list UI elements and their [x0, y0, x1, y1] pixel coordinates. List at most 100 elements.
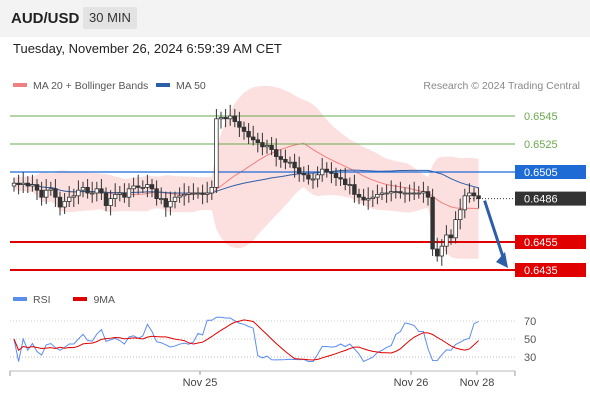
candle-body — [71, 195, 76, 198]
rsi-ma-swatch — [73, 297, 88, 302]
candle-body — [99, 188, 104, 194]
candle-body — [388, 191, 394, 194]
candle-body — [246, 130, 251, 138]
candle-body — [223, 117, 228, 120]
candle-body — [168, 200, 173, 208]
legend-ma50: MA 50 — [156, 80, 206, 92]
candle-body — [329, 171, 334, 174]
candle-body — [315, 174, 320, 180]
candle-body — [310, 178, 316, 181]
candle-body — [62, 200, 67, 208]
rsi-ma-line — [13, 319, 479, 361]
timeframe-badge[interactable]: 30 MIN — [83, 7, 137, 29]
level-label-0.6505: 0.6505 — [524, 167, 558, 179]
candle-body — [94, 188, 99, 194]
candle-body — [191, 192, 196, 195]
candle-body — [108, 198, 113, 207]
candle-body — [20, 182, 26, 185]
candle-body — [292, 161, 297, 169]
candle-body — [324, 168, 329, 173]
rsi-line — [13, 316, 479, 363]
candle-body — [269, 144, 274, 150]
candle-body — [154, 188, 159, 200]
candle-body — [260, 142, 265, 148]
candle-body — [338, 177, 343, 180]
candle-body — [430, 196, 435, 250]
candle-body — [80, 186, 86, 191]
rsi-label: RSI — [33, 294, 51, 306]
legend-ma20: MA 20 + Bollinger Bands — [13, 80, 148, 92]
candle-body — [172, 196, 178, 202]
candle-body — [476, 195, 481, 200]
candle-body — [407, 192, 412, 195]
rsi-legend: RSI 9MA — [13, 294, 115, 306]
candle-body — [283, 158, 288, 163]
candle-body — [241, 126, 247, 132]
candle-body — [131, 185, 136, 190]
candle-body — [237, 121, 242, 128]
x-tick-label: Nov 26 — [394, 377, 429, 389]
candle-body — [319, 168, 325, 176]
ma20-label: MA 20 + Bollinger Bands — [33, 80, 149, 92]
candle-body — [356, 193, 362, 198]
candle-body — [398, 191, 403, 194]
candle-body — [177, 195, 182, 198]
candle-body — [370, 196, 375, 199]
candle-body — [379, 192, 385, 195]
candle-body — [103, 192, 109, 207]
candle-body — [16, 182, 21, 185]
candle-body — [67, 196, 72, 202]
credit-text: Research © 2024 Trading Central — [423, 80, 580, 92]
candle-body — [11, 182, 17, 187]
candle-body — [375, 193, 380, 198]
candle-body — [34, 184, 40, 191]
ma50-line — [13, 169, 479, 194]
chart-header: AUD/USD 30 MIN — [0, 0, 590, 37]
candle-body — [53, 188, 58, 198]
candle-body — [467, 192, 472, 197]
candle-body — [186, 192, 191, 195]
level-label-0.6455: 0.6455 — [524, 237, 558, 249]
forecast-arrow — [483, 200, 506, 261]
candle-body — [158, 198, 164, 201]
candle-body — [149, 184, 155, 190]
candle-body — [25, 182, 30, 187]
candle-body — [255, 139, 260, 144]
candle-body — [227, 115, 233, 120]
level-label-0.6435: 0.6435 — [524, 265, 558, 277]
candle-body — [273, 149, 279, 158]
candle-body — [416, 192, 421, 195]
candle-body — [434, 248, 440, 257]
candle-body — [204, 192, 210, 195]
level-tag-0.6455 — [515, 235, 586, 249]
candle-body — [214, 118, 219, 188]
level-label-0.6525: 0.6525 — [524, 139, 558, 151]
candle-body — [365, 198, 371, 201]
candle-body — [163, 198, 168, 208]
candle-body — [421, 191, 426, 194]
candle-body — [76, 189, 81, 197]
ma50-swatch — [156, 83, 170, 88]
candle-body — [444, 234, 449, 247]
rsi-swatch — [13, 297, 27, 302]
candle-body — [135, 185, 141, 188]
candle-body — [122, 192, 127, 198]
candle-body — [85, 186, 90, 194]
candle-body — [448, 234, 454, 239]
candle-body — [113, 193, 118, 199]
candle-body — [232, 115, 237, 122]
x-tick-label: Nov 28 — [460, 377, 495, 389]
timestamp: Tuesday, November 26, 2024 6:59:39 AM CE… — [13, 41, 282, 56]
candle-body — [218, 117, 224, 120]
candle-body — [352, 184, 357, 195]
candle-body — [287, 161, 293, 164]
level-label-0.6545: 0.6545 — [524, 111, 558, 123]
candle-body — [30, 184, 35, 187]
candle-body — [457, 209, 463, 221]
candle-body — [181, 193, 187, 197]
candle-body — [301, 172, 306, 176]
candle-body — [278, 156, 283, 160]
candle-body — [117, 192, 122, 195]
candle-body — [333, 172, 339, 178]
